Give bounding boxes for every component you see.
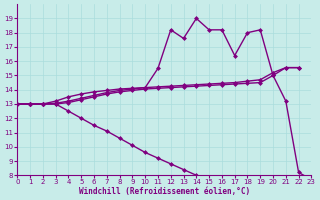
X-axis label: Windchill (Refroidissement éolien,°C): Windchill (Refroidissement éolien,°C) [79, 187, 250, 196]
